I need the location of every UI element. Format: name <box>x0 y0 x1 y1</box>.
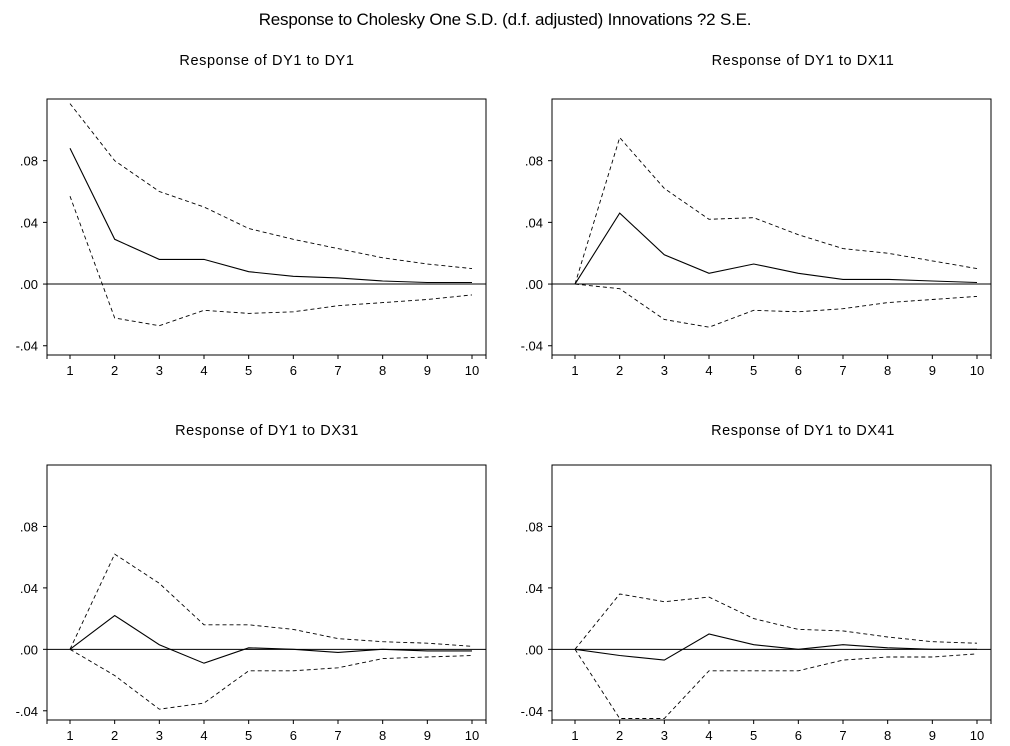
x-tick-label: 3 <box>156 363 163 378</box>
y-tick-label: -.04 <box>521 339 543 354</box>
y-tick-label: .00 <box>20 642 38 657</box>
upper-band-line <box>574 136 978 285</box>
plot-frame <box>46 98 487 356</box>
x-tick-label: 9 <box>929 728 936 743</box>
x-tick-label: 7 <box>334 363 341 378</box>
x-tick-label: 6 <box>290 363 297 378</box>
x-tick-label: 3 <box>661 728 668 743</box>
plot-frame <box>551 98 992 356</box>
y-tick-label: .04 <box>20 581 38 596</box>
y-tick-label: -.04 <box>521 704 543 719</box>
x-tick-label: 9 <box>929 363 936 378</box>
y-tick-label: .08 <box>20 519 38 534</box>
x-tick-label: 4 <box>705 728 712 743</box>
response-line <box>574 633 977 661</box>
y-tick-label: .00 <box>525 277 543 292</box>
lower-band-line <box>574 283 978 328</box>
y-tick-label: -.04 <box>16 704 38 719</box>
x-tick-label: 5 <box>750 728 757 743</box>
x-tick-label: 2 <box>111 728 118 743</box>
irf-chart-dy1-dx31: Response of DY1 to DX31 -.04 .00 .04 .08 1 2 3 4… <box>16 423 487 743</box>
upper-band-line <box>69 103 473 270</box>
y-tick-label: .08 <box>20 154 38 169</box>
panel-title: Response of DY1 to DX11 <box>712 53 895 69</box>
y-tick-label: .08 <box>525 519 543 534</box>
x-tick-label: 2 <box>616 363 623 378</box>
x-tick-label: 10 <box>970 728 984 743</box>
y-tick-label: .00 <box>525 642 543 657</box>
upper-band-line <box>574 593 978 650</box>
x-tick-label: 8 <box>884 728 891 743</box>
x-tick-label: 8 <box>379 363 386 378</box>
x-tick-label: 4 <box>200 728 207 743</box>
x-tick-label: 4 <box>200 363 207 378</box>
response-line <box>69 148 472 284</box>
irf-chart-dy1-dy1: Response of DY1 to DY1 -.04 .00 .04 .08 1 2 3 4 5… <box>16 53 487 378</box>
x-tick-label: 3 <box>156 728 163 743</box>
x-tick-label: 9 <box>424 363 431 378</box>
plot-frame <box>551 464 992 721</box>
x-tick-label: 2 <box>616 728 623 743</box>
x-tick-label: 6 <box>290 728 297 743</box>
x-tick-label: 1 <box>571 363 578 378</box>
response-line <box>574 212 978 285</box>
x-tick-label: 7 <box>334 728 341 743</box>
x-tick-label: 1 <box>66 728 73 743</box>
x-tick-label: 5 <box>245 728 252 743</box>
x-tick-label: 8 <box>884 363 891 378</box>
y-tick-label: .00 <box>20 277 38 292</box>
lower-band-line <box>69 196 473 327</box>
y-tick-label: .04 <box>525 215 543 230</box>
irf-chart-dy1-dx11: Response of DY1 to DX11 -.04 .00 .04 .08 1 2 3 4… <box>521 53 992 378</box>
x-tick-label: 6 <box>795 363 802 378</box>
y-tick-label: .08 <box>525 154 543 169</box>
panel-title: Response of DY1 to DY1 <box>179 53 354 69</box>
x-tick-label: 10 <box>970 363 984 378</box>
x-tick-label: 5 <box>750 363 757 378</box>
x-tick-label: 7 <box>839 728 846 743</box>
lower-band-line <box>574 649 978 719</box>
x-tick-label: 1 <box>571 728 578 743</box>
x-tick-label: 9 <box>424 728 431 743</box>
panel-title: Response of DY1 to DX41 <box>711 423 895 439</box>
x-tick-label: 6 <box>795 728 802 743</box>
x-tick-label: 5 <box>245 363 252 378</box>
x-tick-label: 2 <box>111 363 118 378</box>
x-tick-label: 10 <box>465 728 479 743</box>
response-line <box>69 614 472 664</box>
x-tick-label: 4 <box>705 363 712 378</box>
lower-band-line <box>69 648 473 710</box>
y-tick-label: .04 <box>525 581 543 596</box>
x-tick-label: 1 <box>66 363 73 378</box>
y-tick-label: -.04 <box>16 339 38 354</box>
irf-chart-dy1-dx41: Response of DY1 to DX41 -.04 .00 .04 .08 1 2 3 4… <box>521 423 992 743</box>
x-tick-label: 7 <box>839 363 846 378</box>
upper-band-line <box>69 553 473 650</box>
y-tick-label: .04 <box>20 215 38 230</box>
plot-frame <box>46 464 487 721</box>
page-title: Response to Cholesky One S.D. (d.f. adju… <box>258 10 752 29</box>
panel-title: Response of DY1 to DX31 <box>175 423 359 439</box>
x-tick-label: 3 <box>661 363 668 378</box>
x-tick-label: 8 <box>379 728 386 743</box>
x-tick-label: 10 <box>465 363 479 378</box>
